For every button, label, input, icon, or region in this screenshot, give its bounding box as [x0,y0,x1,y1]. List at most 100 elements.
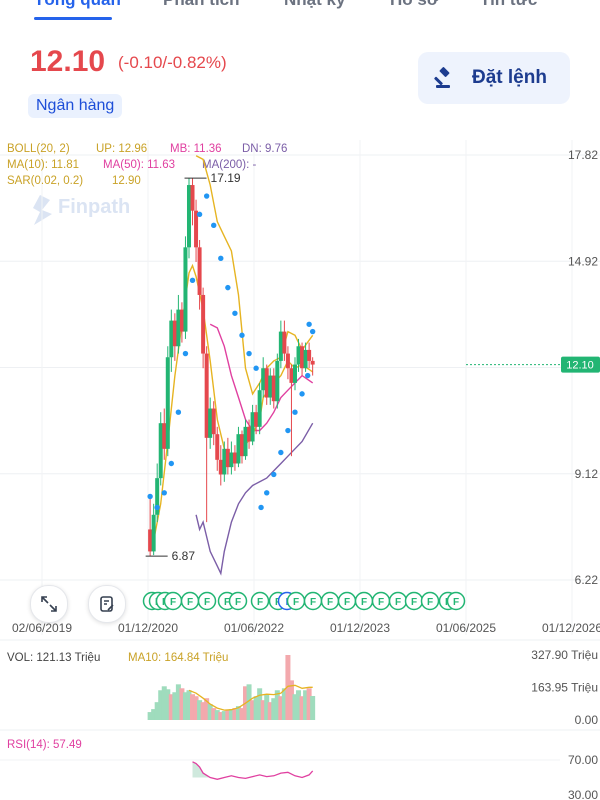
volume-bar [235,706,241,720]
boll-upper-line [195,155,314,396]
candle-body [289,368,294,383]
candle-body [229,452,234,468]
y-tick-label: 30.00 [568,788,598,800]
event-marker-letter: F [344,597,350,608]
rsi-line [192,761,314,780]
x-tick-label: 01/12/2026 [542,621,600,635]
candle-body [165,357,170,449]
candle-body [282,331,287,354]
current-price-tag [561,356,600,373]
event-marker-letter: F [293,597,299,608]
candle-body [158,423,163,479]
y-tick-label: 9.12 [575,467,599,481]
place-order-label: Đặt lệnh [472,67,547,88]
candle-body [257,390,262,427]
tab-overview[interactable]: Tổng quan [34,0,121,10]
sar-dot [246,350,252,357]
finpath-logo-icon [33,195,52,225]
candle-body [215,434,220,460]
clipboard-edit-icon [100,596,114,612]
annotation-label: 6.87 [172,549,196,563]
candle-body [204,353,209,438]
sar-dot [196,211,203,218]
candlestick-plot: 17.19 6.87 [145,155,561,576]
event-marker-icon [228,591,248,611]
sar-dot [168,460,175,467]
candle-body [243,426,248,457]
annotation-label: 17.19 [211,171,241,185]
rsi-plot [0,759,560,780]
volume-bar [274,690,280,720]
x-tick-label: 01/06/2022 [224,621,284,635]
volume-bar [306,688,312,720]
place-order-button[interactable]: Đặt lệnh [418,52,570,104]
sar-dot [161,490,167,496]
candle-body [172,320,177,347]
volume-bar [299,696,305,720]
volume-bar [204,698,210,720]
volume-bar [285,655,291,720]
volume-bar [193,696,199,720]
candle-body [236,434,241,464]
candle-body [211,408,216,435]
volume-bar [264,694,270,720]
volume-bar [225,710,231,720]
notes-button[interactable] [88,585,126,623]
x-tick-label: 01/12/2020 [118,621,178,635]
event-marker-letter: F [310,597,316,608]
y-tick-label: 327.90 Triệu [531,648,598,662]
candle-body [183,247,188,332]
y-tick-label: 163.95 Triệu [531,681,598,695]
boll-mb-label: MB: 11.36 [170,143,222,155]
ma10-label: MA(10): 11.81 [7,159,79,171]
volume-ma10-line [188,684,313,711]
event-marker-letter: F [378,597,384,608]
volume-bar [271,698,277,720]
candle-body [176,309,181,347]
volume-bar [147,712,153,720]
volume-bar [221,711,227,720]
volume-bar [200,702,206,720]
candle-body [247,426,252,442]
volume-y-axis: 327.90 Triệu 163.95 Triệu 0.00 [531,648,598,727]
sar-dot [218,255,224,262]
sar-dot [203,193,210,199]
fullscreen-button[interactable] [30,585,68,623]
candle-body [179,309,184,332]
volume-bar [288,680,294,720]
main-grid [0,140,600,635]
y-tick-label: 6.22 [575,573,599,587]
candle-body [151,514,156,552]
boll-dn-label: DN: 9.76 [242,143,287,155]
boll-up-label: UP: 12.96 [96,143,147,155]
volume-plot [147,655,316,720]
tab-analysis[interactable]: Phân tích [163,0,240,10]
rsi-y-axis: 70.00 30.00 [568,753,598,800]
volume-bar [172,692,178,720]
candle-body [268,375,273,398]
event-marker-letter: F [361,597,367,608]
sar-dot [306,321,312,327]
event-marker-icon [420,591,440,611]
tab-journal[interactable]: Nhật ký [284,0,345,10]
sar-dot [239,332,245,338]
sar-dot [232,310,238,316]
sar-dot [271,471,277,478]
event-marker-letter: F [257,597,263,608]
candle-body [264,368,269,398]
current-price-tag-text: 12.10 [566,360,594,372]
volume-bar [296,690,302,720]
volume-bar [165,689,171,720]
sar-dot [264,490,270,496]
price-change: (-0.10/-0.82%) [118,53,227,72]
industry-tag[interactable]: Ngân hàng [28,94,123,118]
tab-news[interactable]: Tin tức [480,0,537,10]
event-marker-letter: F [453,597,459,608]
volume-bar [250,700,256,720]
candle-body [162,423,167,449]
sar-dot [182,350,189,357]
tab-profile[interactable]: Hồ sơ [390,0,439,10]
candle-body [225,448,230,468]
volume-bar [257,688,263,720]
